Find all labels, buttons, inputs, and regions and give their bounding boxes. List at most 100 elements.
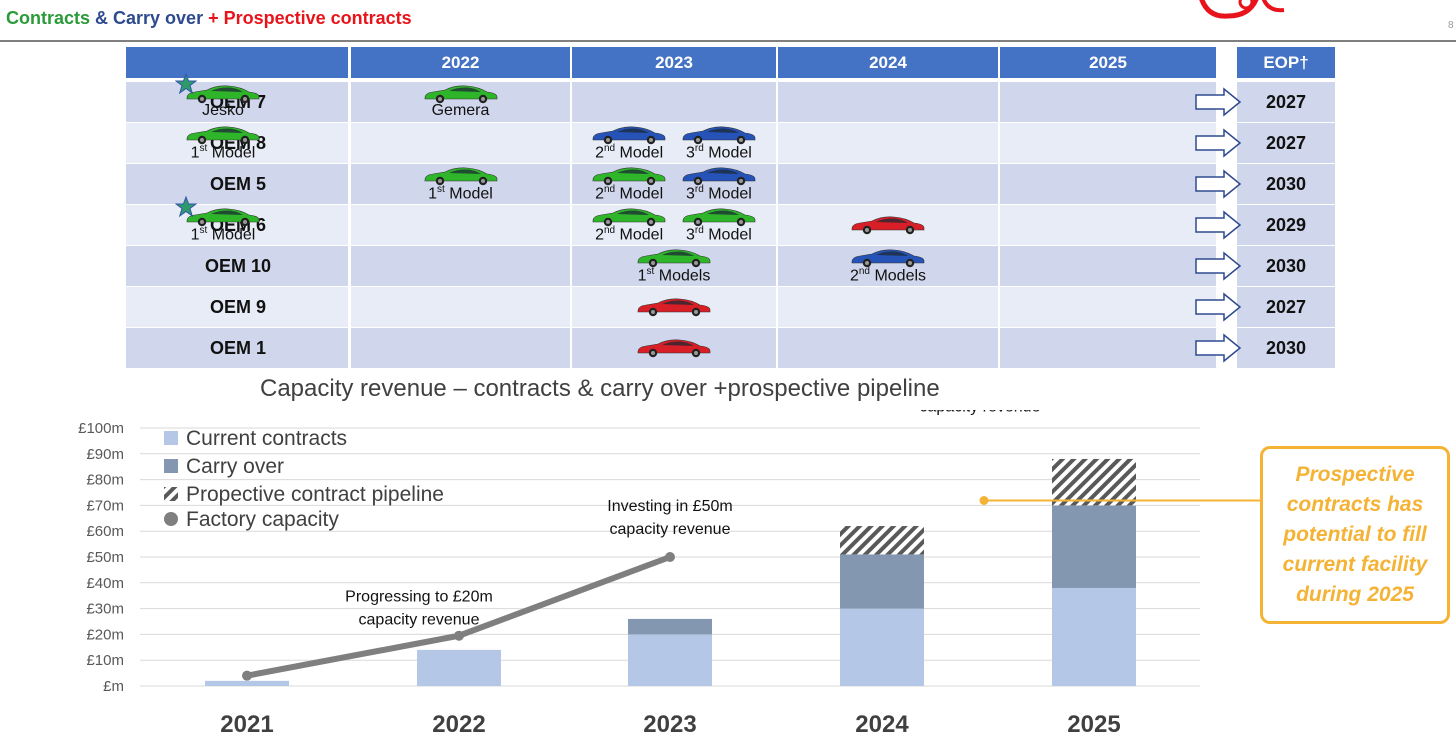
car-icon <box>424 85 497 104</box>
eop-arrow-icon <box>1195 87 1242 117</box>
table-cell <box>1000 205 1216 245</box>
car-icon <box>592 126 666 145</box>
y-tick-label: £60m <box>86 523 124 540</box>
legend-label: Carry over <box>186 455 284 478</box>
oem-label: OEM 10 <box>204 255 272 276</box>
current-contracts-bar-segment <box>840 608 924 686</box>
table-cell <box>351 287 570 327</box>
current-contracts-bar-segment <box>205 680 289 686</box>
legend-swatch <box>164 487 178 501</box>
car-icon <box>637 339 711 358</box>
table-cell <box>778 287 998 327</box>
table-cell <box>778 82 998 122</box>
eop-arrow-icon <box>1195 210 1242 240</box>
car-model-label: 1st Model <box>428 184 493 203</box>
car-model-label: 3rd Model <box>685 143 752 162</box>
eop-arrow-icon <box>1195 251 1242 281</box>
star-icon <box>175 73 197 95</box>
car-icon <box>592 208 666 227</box>
eop-arrow-icon <box>1195 333 1242 363</box>
factory-capacity-point <box>454 630 464 641</box>
factory-capacity-point <box>242 670 252 681</box>
prospective-callout: Prospective contracts has potential to f… <box>1260 446 1450 624</box>
car-icon <box>637 249 711 268</box>
eop-year: 2027 <box>1237 82 1335 122</box>
table-cell <box>1000 164 1216 204</box>
eop-year: 2027 <box>1237 287 1335 327</box>
y-tick-label: £90m <box>86 446 124 463</box>
car-model-label: Gemera <box>431 102 490 119</box>
oem-label: OEM 5 <box>209 173 266 194</box>
page-number-mark: 8 <box>1448 20 1454 31</box>
x-tick-label: 2023 <box>643 711 696 738</box>
factory-capacity-point <box>665 552 675 562</box>
table-cell <box>126 164 348 204</box>
table-cell <box>778 164 998 204</box>
car-icon <box>682 126 756 145</box>
legend-swatch <box>164 459 178 473</box>
table-cell <box>126 246 348 286</box>
annotation-text: Investing in £50m <box>607 498 732 515</box>
table-row: OEM 10 <box>126 246 1216 286</box>
legend-swatch-line <box>164 512 178 526</box>
x-tick-label: 2025 <box>1067 711 1120 738</box>
y-tick-label: £70m <box>86 497 124 514</box>
eop-year: 2030 <box>1237 246 1335 286</box>
capacity-revenue-chart: £m £10m £20m £30m £40m £50m £60m £70m £80m £90m £1… <box>78 410 1262 738</box>
current-contracts-bar-segment <box>417 649 501 686</box>
legend-label: Factory capacity <box>186 508 339 531</box>
x-tick-label: 2024 <box>855 711 909 738</box>
car-icon <box>851 249 925 268</box>
car-icon <box>851 216 925 235</box>
header-contracts: Contracts <box>6 8 91 28</box>
table-cell <box>1000 82 1216 122</box>
pipeline-bar-segment <box>840 526 924 555</box>
table-cell <box>351 205 570 245</box>
eop-year: 2029 <box>1237 205 1335 245</box>
table-header-2022: 2022 <box>351 47 570 78</box>
car-model-label: 2nd Model <box>595 225 664 244</box>
eop-arrow-icon <box>1195 292 1242 322</box>
y-tick-label: £80m <box>86 472 124 489</box>
header-carry-over: & Carry over <box>90 8 204 28</box>
carry-over-bar-segment <box>1052 505 1136 588</box>
car-model-label: Jesko <box>202 102 244 119</box>
current-contracts-bar-segment <box>1052 587 1136 686</box>
eop-arrow-icon <box>1195 169 1242 199</box>
oem-label: OEM 1 <box>209 337 266 358</box>
table-row: OEM 5 <box>126 164 1216 204</box>
car-model-label: 1st Model <box>190 143 256 162</box>
oem-label: OEM 9 <box>209 296 266 317</box>
x-tick-label: 2021 <box>220 711 273 738</box>
car-icon <box>637 298 711 317</box>
callout-connector-dot <box>979 496 989 505</box>
legend-label: Propective contract pipeline <box>186 483 444 506</box>
table-cell <box>778 328 998 368</box>
legend-label: Current contracts <box>186 427 347 450</box>
table-row: OEM 1 <box>126 328 1216 368</box>
table-cell <box>1000 328 1216 368</box>
header-prospective: + Prospective contracts <box>203 8 412 28</box>
pipeline-bar-segment <box>1052 458 1136 506</box>
table-cell <box>351 246 570 286</box>
table-header-2024: 2024 <box>778 47 998 78</box>
eop-year: 2030 <box>1237 164 1335 204</box>
y-tick-label: £m <box>103 678 124 695</box>
table-header-2023: 2023 <box>572 47 776 78</box>
car-icon <box>682 208 756 227</box>
car-model-label: 2nd Models <box>849 266 927 285</box>
car-icon <box>592 167 666 186</box>
annotation-text: capacity revenue <box>610 521 731 538</box>
y-tick-label: £30m <box>86 601 124 618</box>
legend-swatch <box>164 431 178 445</box>
table-cell <box>126 328 348 368</box>
table-header-eop: EOP† <box>1237 47 1335 78</box>
y-tick-label: £50m <box>86 549 124 566</box>
car-model-label: 3rd Model <box>685 225 752 244</box>
car-icon <box>424 167 497 186</box>
table-cell <box>778 123 998 163</box>
table-cell <box>572 82 776 122</box>
table-row: OEM 8 <box>126 123 1216 163</box>
eop-year: 2030 <box>1237 328 1335 368</box>
